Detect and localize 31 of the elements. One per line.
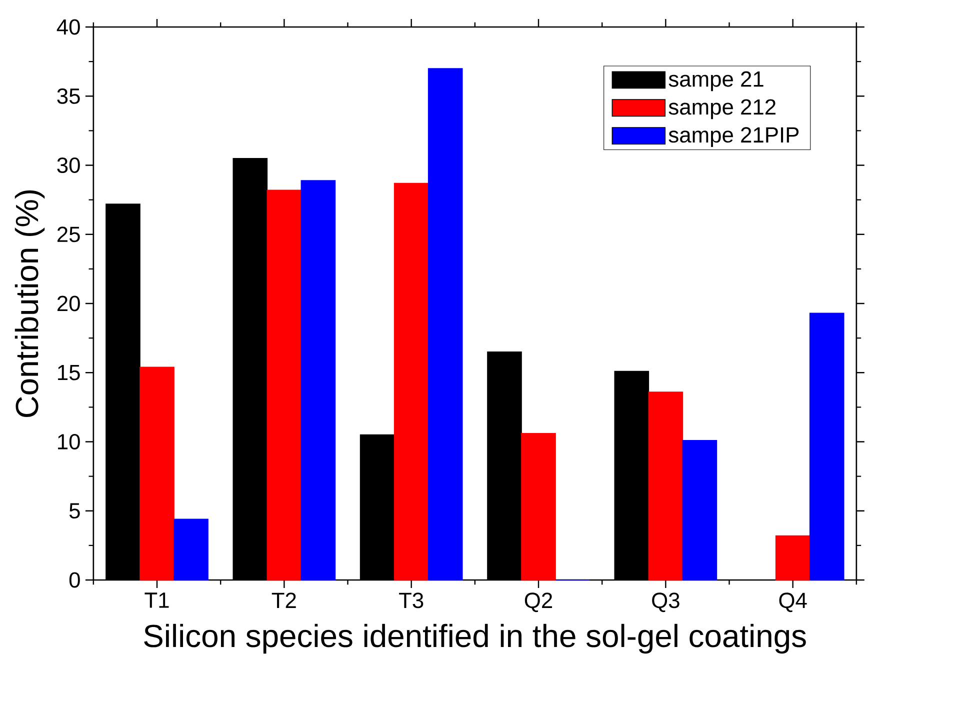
- x-tick-label: Q2: [524, 592, 552, 612]
- x-tick-label: T3: [399, 592, 424, 608]
- x-tick-label: T2: [272, 592, 296, 608]
- x-tick-label: Q3: [652, 592, 680, 612]
- legend-label: sampe 21PIP: [668, 127, 799, 148]
- x-tick-label: Q4: [779, 592, 807, 612]
- legend-label: sampe 21: [668, 71, 764, 92]
- y-tick-label: 25: [57, 226, 80, 242]
- legend-label: sampe 212: [668, 99, 776, 120]
- bar: [428, 68, 463, 580]
- bar: [174, 518, 208, 580]
- y-tick-label: 35: [57, 88, 80, 104]
- bar: [521, 433, 556, 580]
- y-tick-label: 20: [57, 296, 80, 312]
- x-tick-label: T1: [144, 592, 169, 608]
- x-axis-title: Silicon species identified in the sol-gel coatings: [144, 624, 806, 654]
- y-tick-label: 0: [69, 572, 80, 588]
- bar: [809, 312, 844, 580]
- y-axis-title: Contribution (%): [14, 190, 45, 418]
- bar: [140, 366, 174, 580]
- bar: [266, 190, 302, 580]
- bar: [775, 535, 810, 580]
- y-tick-label: 15: [58, 364, 80, 380]
- y-tick-label: 10: [58, 434, 80, 450]
- y-tick-label: 30: [57, 158, 80, 174]
- bar: [648, 392, 684, 580]
- bar: [394, 182, 429, 580]
- bar: [300, 180, 336, 580]
- y-tick-label: 40: [56, 19, 80, 35]
- bar: [682, 440, 718, 580]
- y-tick-label: 5: [69, 503, 80, 519]
